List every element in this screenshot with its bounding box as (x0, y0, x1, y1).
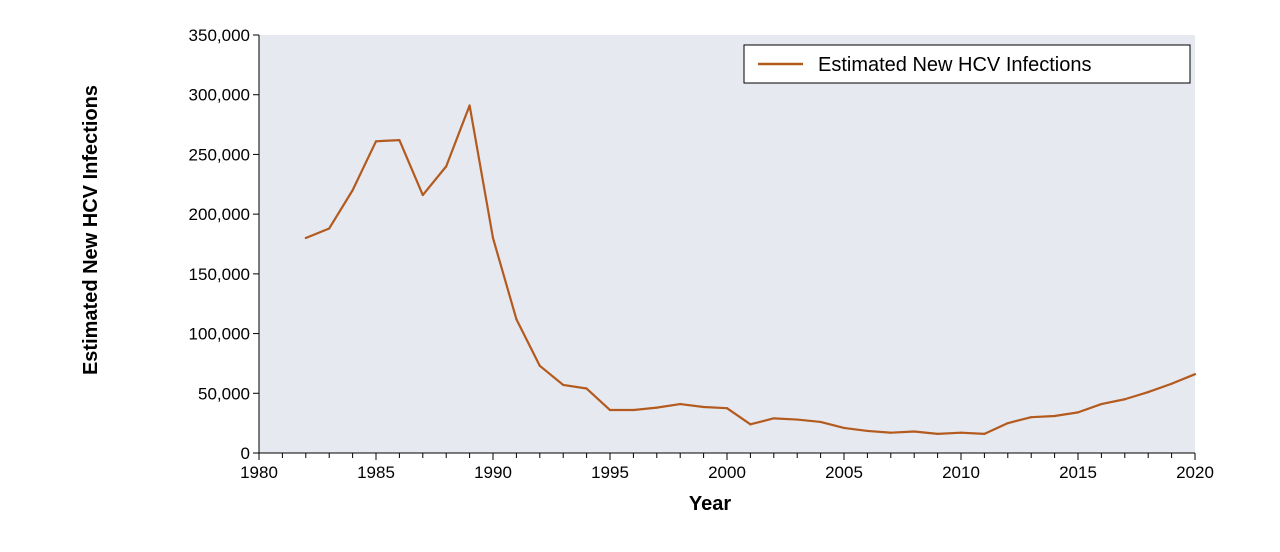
data-point (585, 387, 588, 390)
data-point (1030, 416, 1033, 419)
data-point (328, 227, 331, 230)
y-tick-label: 0 (241, 444, 250, 463)
y-tick-label: 150,000 (189, 265, 250, 284)
y-tick-label: 100,000 (189, 325, 250, 344)
data-point (515, 318, 518, 321)
data-point (842, 426, 846, 430)
y-tick-label: 350,000 (189, 26, 250, 45)
legend-label: Estimated New HCV Infections (818, 54, 1091, 76)
x-tick-label: 2020 (1176, 463, 1214, 482)
data-point (1193, 373, 1197, 376)
plot-area (259, 35, 1195, 453)
data-point (1170, 382, 1173, 385)
x-tick-label: 2015 (1059, 463, 1097, 482)
y-tick-label: 300,000 (189, 86, 250, 105)
data-point (304, 236, 307, 240)
data-point (959, 431, 963, 434)
data-point (889, 431, 892, 434)
legend: Estimated New HCV Infections (743, 44, 1191, 84)
data-point (1053, 414, 1056, 418)
y-axis-title: Estimated New HCV Infections (80, 85, 102, 375)
data-point (749, 423, 752, 426)
data-point (702, 405, 705, 409)
data-point (374, 140, 378, 143)
x-tick-label: 1995 (591, 463, 629, 482)
y-tick-label: 250,000 (189, 145, 250, 164)
data-point (1100, 402, 1103, 406)
data-point (632, 408, 635, 412)
x-tick-label: 1985 (357, 463, 395, 482)
x-tick-label: 2005 (825, 463, 863, 482)
series-layer (304, 104, 1197, 435)
legend-box (743, 44, 1191, 84)
data-point (468, 104, 471, 107)
data-point (725, 407, 729, 410)
data-point (421, 193, 424, 197)
data-point (1006, 422, 1009, 425)
data-point (913, 430, 916, 433)
data-point (983, 432, 986, 435)
data-point (679, 402, 682, 406)
x-axis-title: Year (689, 493, 731, 515)
y-tick-label: 50,000 (198, 384, 250, 403)
data-point (936, 432, 939, 435)
data-point (1147, 390, 1150, 394)
data-point (538, 364, 541, 367)
x-tick-label: 1990 (474, 463, 512, 482)
data-point (445, 165, 448, 168)
y-tick-label: 200,000 (189, 205, 250, 224)
data-point (608, 408, 612, 412)
data-point (398, 138, 401, 142)
data-point (819, 420, 822, 424)
data-point (1076, 411, 1080, 414)
x-tick-label: 2010 (942, 463, 980, 482)
data-point (772, 417, 775, 420)
data-point (491, 236, 495, 240)
data-point (866, 429, 869, 433)
x-axis-ticks: 1980 1985 1990 1995 2000 2005 2010 2015 2020 (240, 453, 1214, 482)
x-tick-label: 2000 (708, 463, 746, 482)
x-tick-label: 1980 (240, 463, 278, 482)
data-point (1123, 398, 1126, 401)
data-point (655, 406, 658, 409)
y-axis-ticks: 0 50,000 100,000 150,000 200,000 250,000 300,0… (189, 26, 259, 463)
data-point (351, 189, 354, 192)
data-point (562, 383, 565, 387)
data-point (796, 418, 799, 421)
